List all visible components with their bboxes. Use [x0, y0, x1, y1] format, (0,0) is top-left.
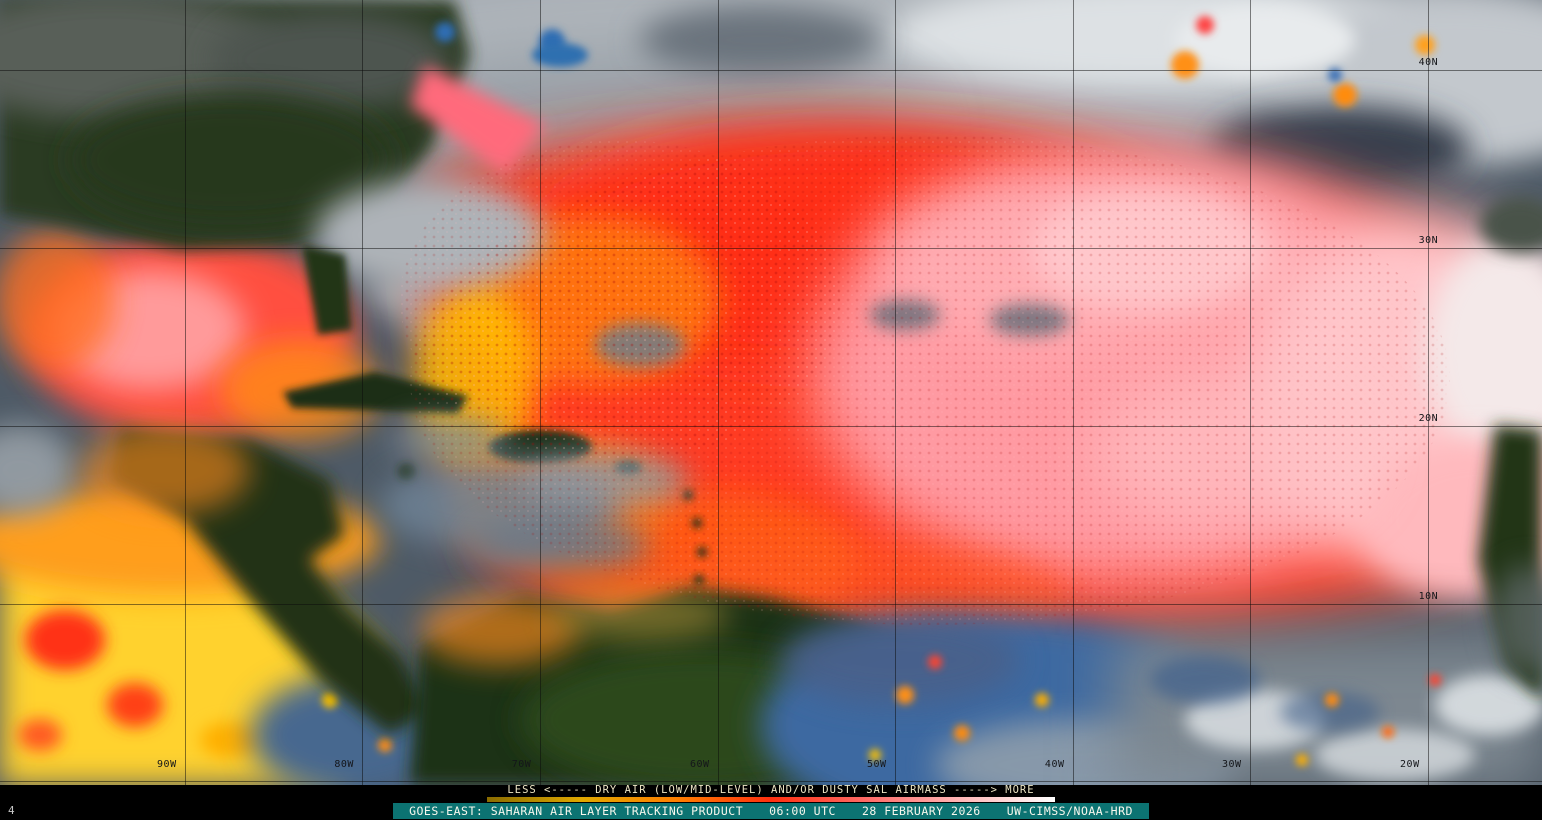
- gridline-20w: [1428, 0, 1430, 785]
- lat-label-10n: 10N: [1418, 590, 1439, 602]
- gridline-0n: [0, 781, 1542, 783]
- gridline-60w: [717, 0, 719, 785]
- gridline-20n: [0, 426, 1542, 428]
- product-time: 06:00 UTC: [769, 804, 836, 818]
- lon-label-70w: 70W: [511, 759, 532, 770]
- lat-label-40n: 40N: [1418, 56, 1439, 68]
- gridline-50w: [894, 0, 896, 785]
- gridline-40w: [1072, 0, 1074, 785]
- lon-label-90w: 90W: [157, 759, 177, 770]
- satellite-map: 40N 30N 20N 10N 90W 80W 70W 60W 50W 40W …: [0, 0, 1542, 785]
- lon-label-40w: 40W: [1044, 759, 1065, 770]
- colorbar-legend: LESS <----- DRY AIR (LOW/MID-LEVEL) AND/…: [0, 785, 1542, 802]
- frame-number: 4: [8, 804, 15, 817]
- product-title: GOES-EAST: SAHARAN AIR LAYER TRACKING PR…: [409, 804, 744, 818]
- gridline-70w: [539, 0, 541, 785]
- product-footer: 4 GOES-EAST: SAHARAN AIR LAYER TRACKING …: [0, 802, 1542, 820]
- lon-label-20w: 20W: [1400, 759, 1420, 770]
- colorbar-caption: LESS <----- DRY AIR (LOW/MID-LEVEL) AND/…: [507, 784, 1035, 796]
- lat-label-20n: 20N: [1418, 412, 1439, 424]
- gridline-30w: [1249, 0, 1251, 785]
- lon-label-30w: 30W: [1221, 759, 1242, 770]
- lon-label-60w: 60W: [689, 759, 710, 770]
- product-info-bar: GOES-EAST: SAHARAN AIR LAYER TRACKING PR…: [393, 803, 1149, 819]
- product-credit: UW-CIMSS/NOAA-HRD: [1006, 804, 1133, 818]
- gridline-30n: [0, 247, 1542, 249]
- colorbar-gradient: [487, 797, 1055, 802]
- gridline-80w: [362, 0, 364, 785]
- lon-label-80w: 80W: [334, 759, 354, 770]
- gridline-10n: [0, 603, 1542, 605]
- lon-label-50w: 50W: [866, 759, 887, 770]
- gridline-90w: [185, 0, 187, 785]
- lat-label-30n: 30N: [1418, 234, 1439, 246]
- product-date: 28 FEBRUARY 2026: [861, 804, 981, 818]
- satellite-imagery: [0, 0, 1542, 785]
- gridline-40n: [0, 70, 1542, 72]
